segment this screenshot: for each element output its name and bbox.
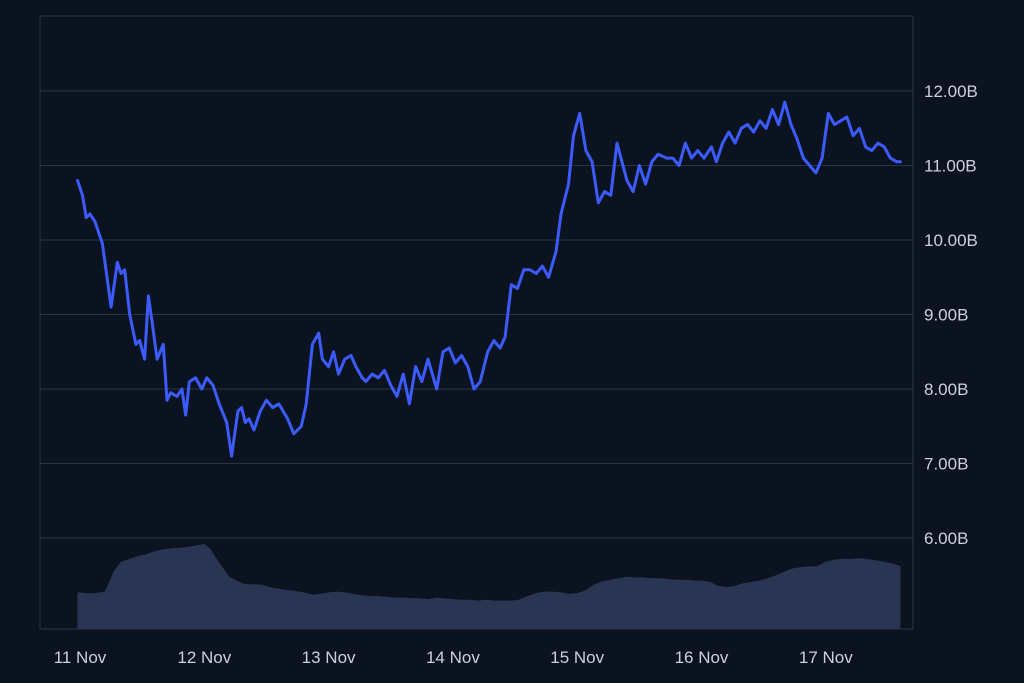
y-tick-label: 11.00B	[924, 157, 977, 176]
x-tick-label: 15 Nov	[550, 648, 604, 667]
price-line	[76, 100, 902, 458]
y-tick-label: 12.00B	[924, 82, 978, 101]
y-tick-label: 10.00B	[924, 231, 978, 250]
volume-area-path	[77, 544, 901, 629]
x-tick-label: 16 Nov	[675, 648, 729, 667]
volume-area	[77, 544, 901, 629]
x-tick-label: 11 Nov	[54, 648, 107, 667]
y-tick-label: 6.00B	[924, 529, 968, 548]
x-axis-labels: 11 Nov 12 Nov 13 Nov 14 Nov 15 Nov 16 Nov 17 N…	[54, 648, 854, 667]
grid-lines	[40, 90, 913, 539]
x-tick-label: 13 Nov	[302, 648, 356, 667]
y-tick-label: 7.00B	[924, 455, 968, 474]
y-tick-label: 8.00B	[924, 380, 968, 399]
x-tick-label: 14 Nov	[426, 648, 480, 667]
y-axis-labels: 6.00B 7.00B 8.00B 9.00B 10.00B 11.00B 12.00B	[924, 82, 978, 548]
price-line-layer	[76, 100, 902, 458]
x-tick-label: 17 Nov	[799, 648, 853, 667]
x-tick-label: 12 Nov	[177, 648, 231, 667]
axis-frame	[39, 15, 914, 630]
y-tick-label: 9.00B	[924, 306, 968, 325]
